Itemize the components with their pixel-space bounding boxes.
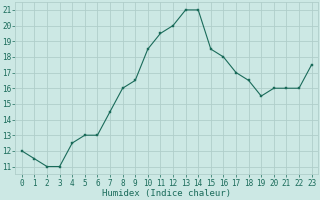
X-axis label: Humidex (Indice chaleur): Humidex (Indice chaleur) [102, 189, 231, 198]
